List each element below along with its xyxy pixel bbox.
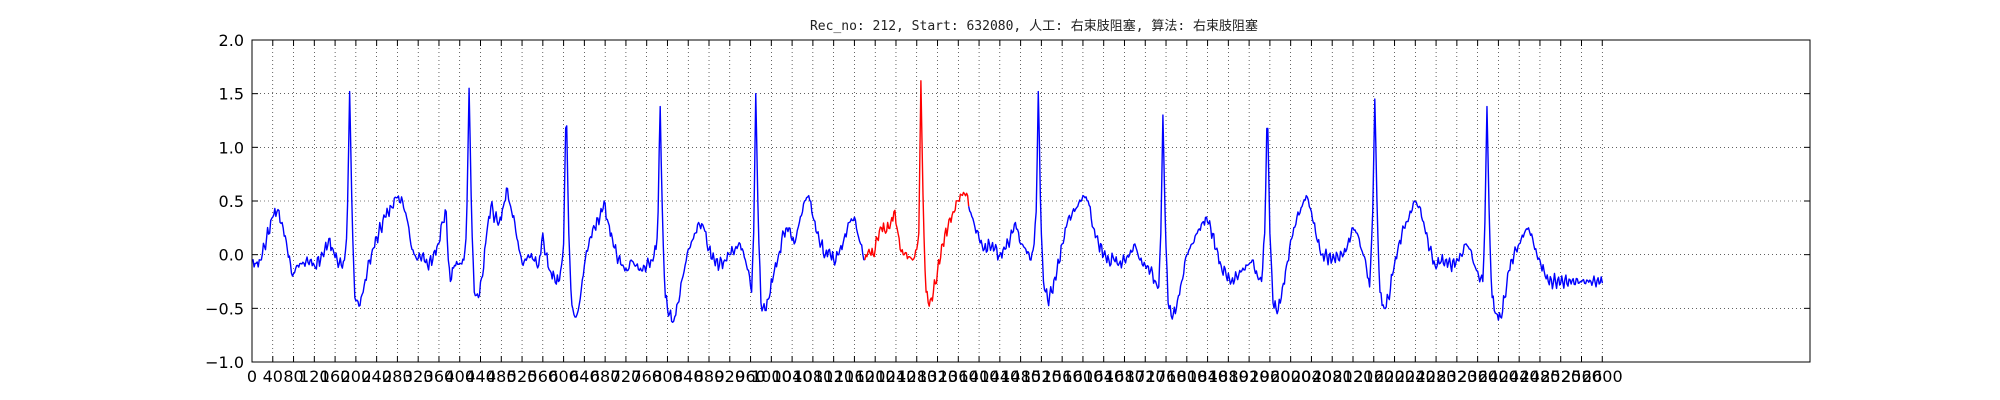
x-tick-label: 840	[673, 367, 704, 386]
x-tick-label: 1320	[917, 367, 958, 386]
x-tick-label: 1280	[896, 367, 937, 386]
x-tick-label: 2240	[1395, 367, 1436, 386]
x-tick-label: 360	[424, 367, 455, 386]
x-tick-label: 600	[548, 367, 579, 386]
x-tick-label: 2560	[1561, 367, 1602, 386]
x-tick-label: 2440	[1499, 367, 1540, 386]
y-tick-label: −1.0	[205, 353, 244, 372]
x-tick-label: 1200	[855, 367, 896, 386]
x-tick-label: 520	[507, 367, 538, 386]
y-tick-label: 0.0	[219, 246, 244, 265]
y-tick-label: 1.0	[219, 138, 244, 157]
ecg-trace	[251, 80, 1603, 323]
x-axis: 0 40 8012016020024028032036040044048052056…	[247, 40, 1623, 386]
x-tick-label: 560	[528, 367, 559, 386]
x-tick-label: 880	[694, 367, 725, 386]
x-tick-label: 2520	[1540, 367, 1581, 386]
x-tick-label: 1520	[1021, 367, 1062, 386]
x-tick-label: 1760	[1146, 367, 1187, 386]
x-tick-label: 1640	[1083, 367, 1124, 386]
y-tick-label: 0.5	[219, 192, 244, 211]
x-tick-label: 120	[299, 367, 330, 386]
x-tick-label: 1680	[1104, 367, 1145, 386]
grid	[251, 39, 1810, 363]
x-tick-label: 2040	[1291, 367, 1332, 386]
x-tick-label: 920	[715, 367, 746, 386]
x-tick-label: 1240	[876, 367, 917, 386]
x-tick-label: 1400	[959, 367, 1000, 386]
x-tick-label: 640	[569, 367, 600, 386]
x-tick-label: 1920	[1229, 367, 1270, 386]
x-tick-label: 2280	[1416, 367, 1457, 386]
x-tick-label: 800	[652, 367, 683, 386]
x-tick-label: 80	[283, 367, 303, 386]
x-tick-label: 1560	[1042, 367, 1083, 386]
x-tick-label: 280	[382, 367, 413, 386]
x-tick-label: 1440	[979, 367, 1020, 386]
x-tick-label: 1840	[1187, 367, 1228, 386]
x-tick-label: 1360	[938, 367, 979, 386]
x-tick-label: 200	[341, 367, 372, 386]
x-tick-label: 1000	[751, 367, 792, 386]
x-tick-label: 1600	[1063, 367, 1104, 386]
x-tick-label: 1040	[772, 367, 813, 386]
x-tick-label: 1160	[834, 367, 875, 386]
x-tick-label: 440	[465, 367, 496, 386]
x-tick-label: 680	[590, 367, 621, 386]
x-tick-label: 1960	[1250, 367, 1291, 386]
ecg-series-2	[967, 90, 1603, 321]
x-tick-label: 1800	[1166, 367, 1207, 386]
y-tick-label: 1.5	[219, 85, 244, 104]
x-tick-label: 2480	[1520, 367, 1561, 386]
x-tick-label: 720	[611, 367, 642, 386]
y-axis: 2.0 1.5 1.0 0.5 0.0 −0.5 −1.0	[205, 31, 1810, 372]
chart-title: Rec_no: 212, Start: 632080, 人工: 右束肢阻塞, 算…	[810, 18, 1258, 34]
x-tick-label: 1880	[1208, 367, 1249, 386]
x-tick-label: 2320	[1436, 367, 1477, 386]
x-tick-label: 320	[403, 367, 434, 386]
x-tick-label: 2080	[1312, 367, 1353, 386]
x-tick-label: 2400	[1478, 367, 1519, 386]
ecg-series-0	[251, 87, 866, 323]
x-tick-label: 240	[361, 367, 392, 386]
x-tick-label: 400	[444, 367, 475, 386]
y-tick-label: −0.5	[205, 299, 244, 318]
x-tick-label: 760	[631, 367, 662, 386]
x-tick-label: 40	[263, 367, 283, 386]
x-tick-label: 2360	[1457, 367, 1498, 386]
y-tick-label: 2.0	[219, 31, 244, 50]
x-tick-label: 2200	[1374, 367, 1415, 386]
x-tick-label: 1080	[793, 367, 834, 386]
x-tick-label: 480	[486, 367, 517, 386]
x-tick-label: 2000	[1270, 367, 1311, 386]
x-tick-label: 0	[247, 367, 257, 386]
x-tick-label: 960	[735, 367, 766, 386]
x-tick-label: 1120	[813, 367, 854, 386]
x-tick-label: 2600	[1582, 367, 1623, 386]
x-tick-label: 2160	[1353, 367, 1394, 386]
x-tick-label: 2120	[1333, 367, 1374, 386]
x-tick-label: 1480	[1000, 367, 1041, 386]
x-tick-label: 1720	[1125, 367, 1166, 386]
x-tick-label: 160	[320, 367, 351, 386]
ecg-series-1	[864, 80, 970, 307]
